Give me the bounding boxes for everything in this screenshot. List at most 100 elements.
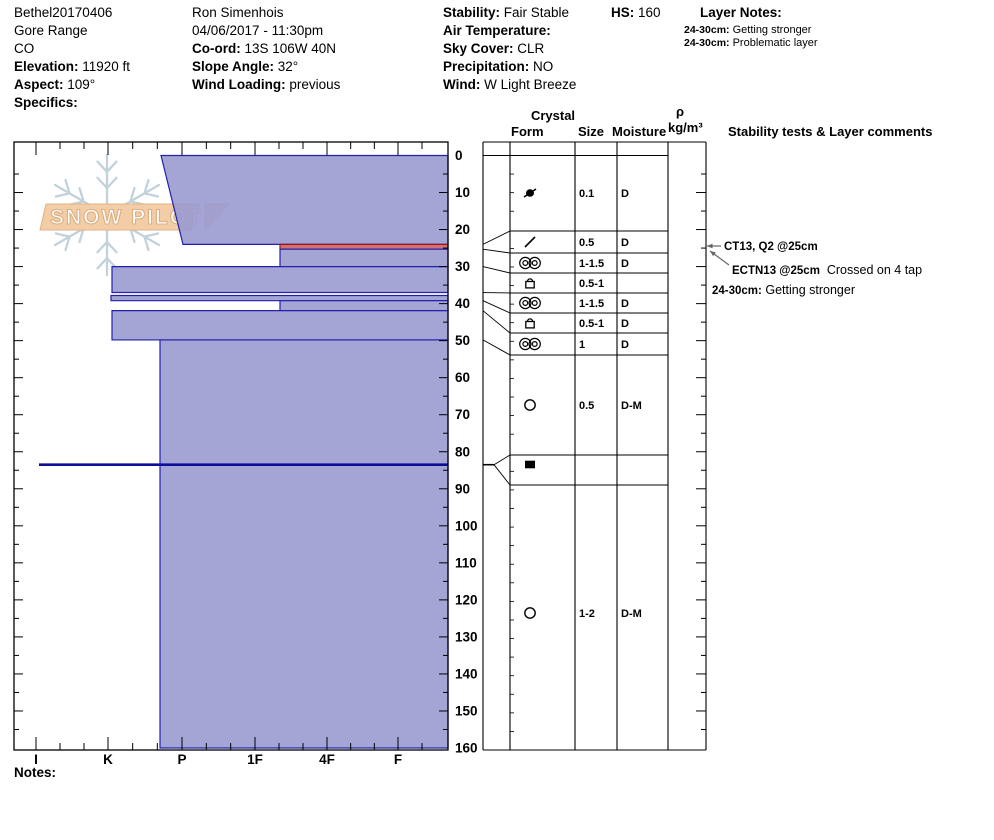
grain-ice-icon xyxy=(525,460,535,469)
density-units-header: kg/m³ xyxy=(668,120,703,135)
form-header: Form xyxy=(511,124,544,139)
depth-label: 40 xyxy=(455,296,470,311)
grain-rings-icon xyxy=(522,341,529,348)
snow-layer xyxy=(279,300,449,312)
grain-rings-icon xyxy=(531,341,538,348)
header-line: Air Temperature: xyxy=(443,23,551,38)
grain-size-value: 0.1 xyxy=(579,188,594,200)
header-line: Bethel20170406 xyxy=(14,5,113,20)
depth-label: 160 xyxy=(455,741,478,756)
layer-connector xyxy=(482,230,511,245)
hardness-label: 1F xyxy=(247,752,263,767)
comments-header: Stability tests & Layer comments xyxy=(728,124,932,139)
grain-size-value: 1-2 xyxy=(579,608,595,620)
grain-size-value: 0.5 xyxy=(579,237,594,249)
header-line: Slope Angle: 32° xyxy=(192,59,299,74)
snow-layer xyxy=(110,294,449,302)
crystal-header: Crystal xyxy=(531,108,575,123)
header-line: Stability: Fair Stable xyxy=(443,5,570,20)
layer-connector xyxy=(482,300,511,314)
moisture-header: Moisture xyxy=(612,124,666,139)
depth-label: 150 xyxy=(455,703,478,718)
grain-rings-icon xyxy=(528,256,541,270)
header-line: Specifics: xyxy=(14,95,78,110)
depth-label: 120 xyxy=(455,592,478,607)
grain-size-value: 1-1.5 xyxy=(579,298,604,310)
stability-test-comment: 24-30cm: Getting stronger xyxy=(712,283,855,297)
layer-note: 24-30cm: Problematic layer xyxy=(684,36,818,49)
header-line: Sky Cover: CLR xyxy=(443,41,545,56)
header-line: Co-ord: 13S 106W 40N xyxy=(192,41,337,56)
moisture-value: D-M xyxy=(621,400,642,412)
stability-test-comment: CT13, Q2 @25cm xyxy=(724,241,818,253)
grain-rings-icon xyxy=(522,300,529,307)
depth-label: 60 xyxy=(455,370,470,385)
moisture-value: D xyxy=(621,339,629,351)
header-conditions-info: Stability: Fair Stable Air Temperature: S… xyxy=(443,4,576,94)
moisture-value: D xyxy=(621,188,629,200)
moisture-value: D xyxy=(621,237,629,249)
depth-label: 0 xyxy=(455,148,463,163)
grain-size-value: 1-1.5 xyxy=(579,258,604,270)
layer-connector xyxy=(493,464,511,486)
layer-connector xyxy=(482,248,511,254)
grain-rings-icon xyxy=(519,337,532,351)
depth-label: 10 xyxy=(455,185,470,200)
header-line: Aspect: 109° xyxy=(14,77,96,92)
layer-connector xyxy=(482,310,511,334)
snow-layer xyxy=(279,248,449,268)
grain-slash-icon xyxy=(524,236,536,248)
depth-label: 90 xyxy=(455,481,470,496)
grain-rings-icon xyxy=(519,296,532,310)
snow-layer xyxy=(111,265,449,294)
depth-label: 140 xyxy=(455,666,478,681)
grain-facet-round-icon xyxy=(525,280,535,289)
grain-rings-icon xyxy=(531,300,538,307)
depth-label: 70 xyxy=(455,407,470,422)
header-line: Gore Range xyxy=(14,23,88,38)
depth-label: 30 xyxy=(455,259,470,274)
depth-label: 130 xyxy=(455,629,478,644)
header-line: 04/06/2017 - 11:30pm xyxy=(192,23,324,38)
header-line: Ron Simenhois xyxy=(192,5,284,20)
moisture-value: D xyxy=(621,298,629,310)
header-line: Elevation: 11920 ft xyxy=(14,59,131,74)
depth-label: 20 xyxy=(455,222,470,237)
hardness-label: I xyxy=(34,752,38,767)
header-observer-info: Ron Simenhois 04/06/2017 - 11:30pm Co-ord:… xyxy=(192,4,340,94)
grain-melt-icon xyxy=(524,607,536,619)
grain-rings-icon xyxy=(528,337,541,351)
grain-size-value: 0.5-1 xyxy=(579,278,604,290)
snow-layer xyxy=(111,310,449,341)
grain-rings-icon xyxy=(519,256,532,270)
header-line: CO xyxy=(14,41,35,56)
grain-size-value: 0.5-1 xyxy=(579,318,604,330)
snow-layer xyxy=(160,154,449,245)
hardness-label: K xyxy=(103,752,113,767)
depth-label: 100 xyxy=(455,518,478,533)
grain-size-value: 1 xyxy=(579,339,585,351)
header-line: Wind Loading: previous xyxy=(192,77,341,92)
grain-facet-round-icon xyxy=(526,278,534,282)
critical-snow-layer xyxy=(279,243,449,250)
moisture-value: D xyxy=(621,258,629,270)
layer-notes-list: 24-30cm: Getting stronger 24-30cm: Proble… xyxy=(684,24,818,49)
layer-note: 24-30cm: Getting stronger xyxy=(684,24,812,36)
header-pit-info: Bethel20170406 Gore Range CO Elevation: 119… xyxy=(14,4,130,112)
header-line: Wind: W Light Breeze xyxy=(443,77,577,92)
grain-rings-icon xyxy=(522,260,529,267)
header-line: Precipitation: NO xyxy=(443,59,554,74)
layer-connector xyxy=(493,454,511,466)
grain-facet-round-icon xyxy=(526,318,534,322)
layer-connector xyxy=(482,339,511,356)
density-rho-header: ρ xyxy=(676,104,684,119)
comment-arrowhead xyxy=(707,243,713,249)
layer-notes-title: Layer Notes: xyxy=(700,5,782,20)
grain-size-value: 0.5 xyxy=(579,400,594,412)
hardness-label: 4F xyxy=(319,752,335,767)
grain-rings-icon xyxy=(528,296,541,310)
comment-arrowhead xyxy=(710,251,716,257)
stability-test-comment: ECTN13 @25cm Crossed on 4 tap xyxy=(732,263,922,277)
header-snow-height: HS: 160 xyxy=(611,4,661,22)
